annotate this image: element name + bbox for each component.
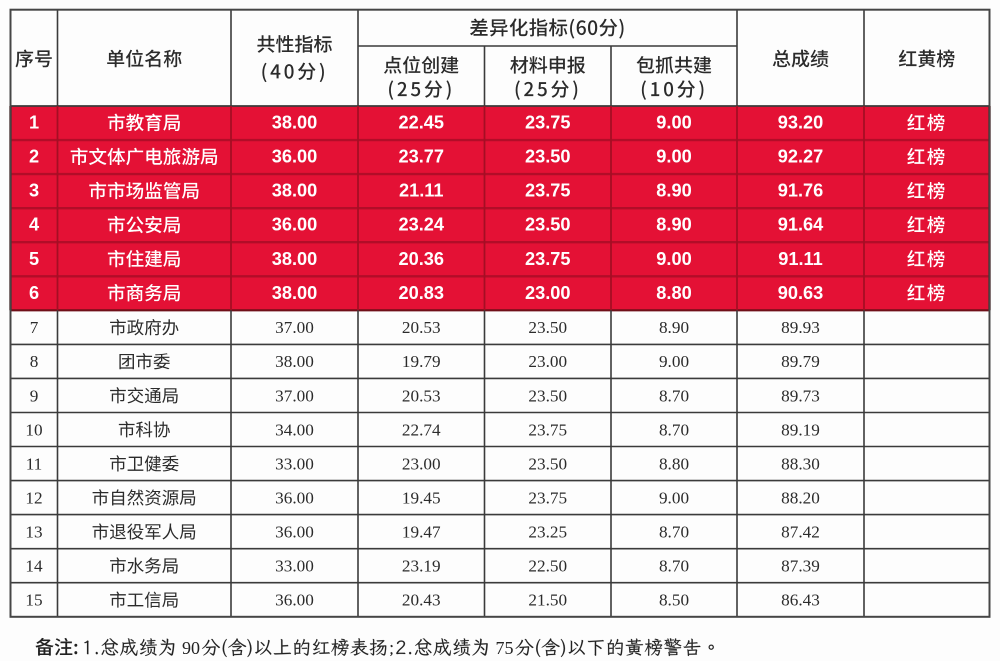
svg-text:37.00: 37.00 [275,318,314,337]
svg-text:87.39: 87.39 [781,557,820,576]
svg-text:38.00: 38.00 [272,181,318,201]
svg-text:7: 7 [30,318,39,337]
svg-text:88.30: 88.30 [781,454,820,473]
svg-text:23.00: 23.00 [525,283,571,303]
svg-text:23.77: 23.77 [398,147,444,167]
svg-text:22.50: 22.50 [528,557,567,576]
svg-text:86.43: 86.43 [781,591,820,610]
svg-text:20.53: 20.53 [402,318,441,337]
svg-text:33.00: 33.00 [275,454,314,473]
svg-text:21.50: 21.50 [528,591,567,610]
svg-text:34.00: 34.00 [275,420,314,439]
svg-text:23.00: 23.00 [528,352,567,371]
svg-text:36.00: 36.00 [275,488,314,507]
svg-text:23.75: 23.75 [528,420,567,439]
svg-text:8.90: 8.90 [659,318,689,337]
svg-text:19.47: 19.47 [402,523,441,542]
svg-text:89.19: 89.19 [781,420,820,439]
svg-text:36.00: 36.00 [272,147,318,167]
svg-text:91.76: 91.76 [778,181,824,201]
svg-text:19.45: 19.45 [402,488,441,507]
svg-text:75: 75 [496,638,514,658]
svg-text:23.00: 23.00 [402,454,441,473]
svg-text:8.50: 8.50 [659,591,689,610]
svg-text:9.00: 9.00 [659,352,689,371]
svg-text:10: 10 [25,420,42,439]
svg-text:9.00: 9.00 [659,488,689,507]
svg-text:89.93: 89.93 [781,318,820,337]
svg-text:93.20: 93.20 [778,113,824,133]
svg-text:1: 1 [29,113,39,133]
svg-text:23.75: 23.75 [525,249,571,269]
svg-text:38.00: 38.00 [272,249,318,269]
svg-text:91.11: 91.11 [778,249,823,269]
svg-text:88.20: 88.20 [781,488,820,507]
svg-text:23.75: 23.75 [528,488,567,507]
svg-text:8.70: 8.70 [659,386,689,405]
svg-text:22.45: 22.45 [398,113,444,133]
svg-text:92.27: 92.27 [778,147,824,167]
svg-text:5: 5 [29,249,39,269]
svg-text:20.36: 20.36 [398,249,444,269]
svg-text:91.64: 91.64 [778,215,824,235]
svg-text:8.70: 8.70 [659,557,689,576]
svg-text:36.00: 36.00 [275,523,314,542]
svg-text:9.00: 9.00 [656,113,691,133]
svg-text:23.50: 23.50 [528,454,567,473]
svg-text:2: 2 [29,147,39,167]
svg-text:36.00: 36.00 [275,591,314,610]
svg-text:33.00: 33.00 [275,557,314,576]
svg-text:90.63: 90.63 [778,283,824,303]
svg-text:20.43: 20.43 [402,591,441,610]
svg-text:8.90: 8.90 [656,181,691,201]
svg-text:20.83: 20.83 [398,283,444,303]
svg-text:9: 9 [30,386,39,405]
svg-text:6: 6 [29,283,39,303]
svg-text:90: 90 [182,638,200,658]
svg-text:11: 11 [26,454,43,473]
svg-text:23.50: 23.50 [525,215,571,235]
svg-text:8.80: 8.80 [659,454,689,473]
svg-text:23.24: 23.24 [398,215,444,235]
svg-text:8.80: 8.80 [656,283,691,303]
svg-text:23.19: 23.19 [402,557,441,576]
svg-text:38.00: 38.00 [275,352,314,371]
svg-text:23.25: 23.25 [528,523,567,542]
svg-text:19.79: 19.79 [402,352,441,371]
svg-text:8.70: 8.70 [659,523,689,542]
svg-text:38.00: 38.00 [272,283,318,303]
svg-text:20.53: 20.53 [402,386,441,405]
svg-text:21.11: 21.11 [399,181,444,201]
svg-text:15: 15 [25,591,42,610]
svg-text:23.75: 23.75 [525,113,571,133]
svg-text:38.00: 38.00 [272,113,318,133]
svg-text:87.42: 87.42 [781,523,820,542]
svg-text:8.90: 8.90 [656,215,691,235]
svg-text:36.00: 36.00 [272,215,318,235]
svg-text:23.50: 23.50 [528,386,567,405]
svg-text:12: 12 [25,488,42,507]
svg-text:23.75: 23.75 [525,181,571,201]
svg-text:22.74: 22.74 [402,420,441,439]
svg-text:8.70: 8.70 [659,420,689,439]
svg-text:8: 8 [30,352,39,371]
svg-text:3: 3 [29,181,39,201]
svg-text:9.00: 9.00 [656,249,691,269]
svg-text:89.79: 89.79 [781,352,820,371]
svg-text:23.50: 23.50 [525,147,571,167]
svg-text:89.73: 89.73 [781,386,820,405]
svg-text:14: 14 [25,557,43,576]
svg-text:37.00: 37.00 [275,386,314,405]
svg-text:23.50: 23.50 [528,318,567,337]
svg-text:13: 13 [25,523,42,542]
svg-text:4: 4 [29,215,40,235]
svg-text:9.00: 9.00 [656,147,691,167]
